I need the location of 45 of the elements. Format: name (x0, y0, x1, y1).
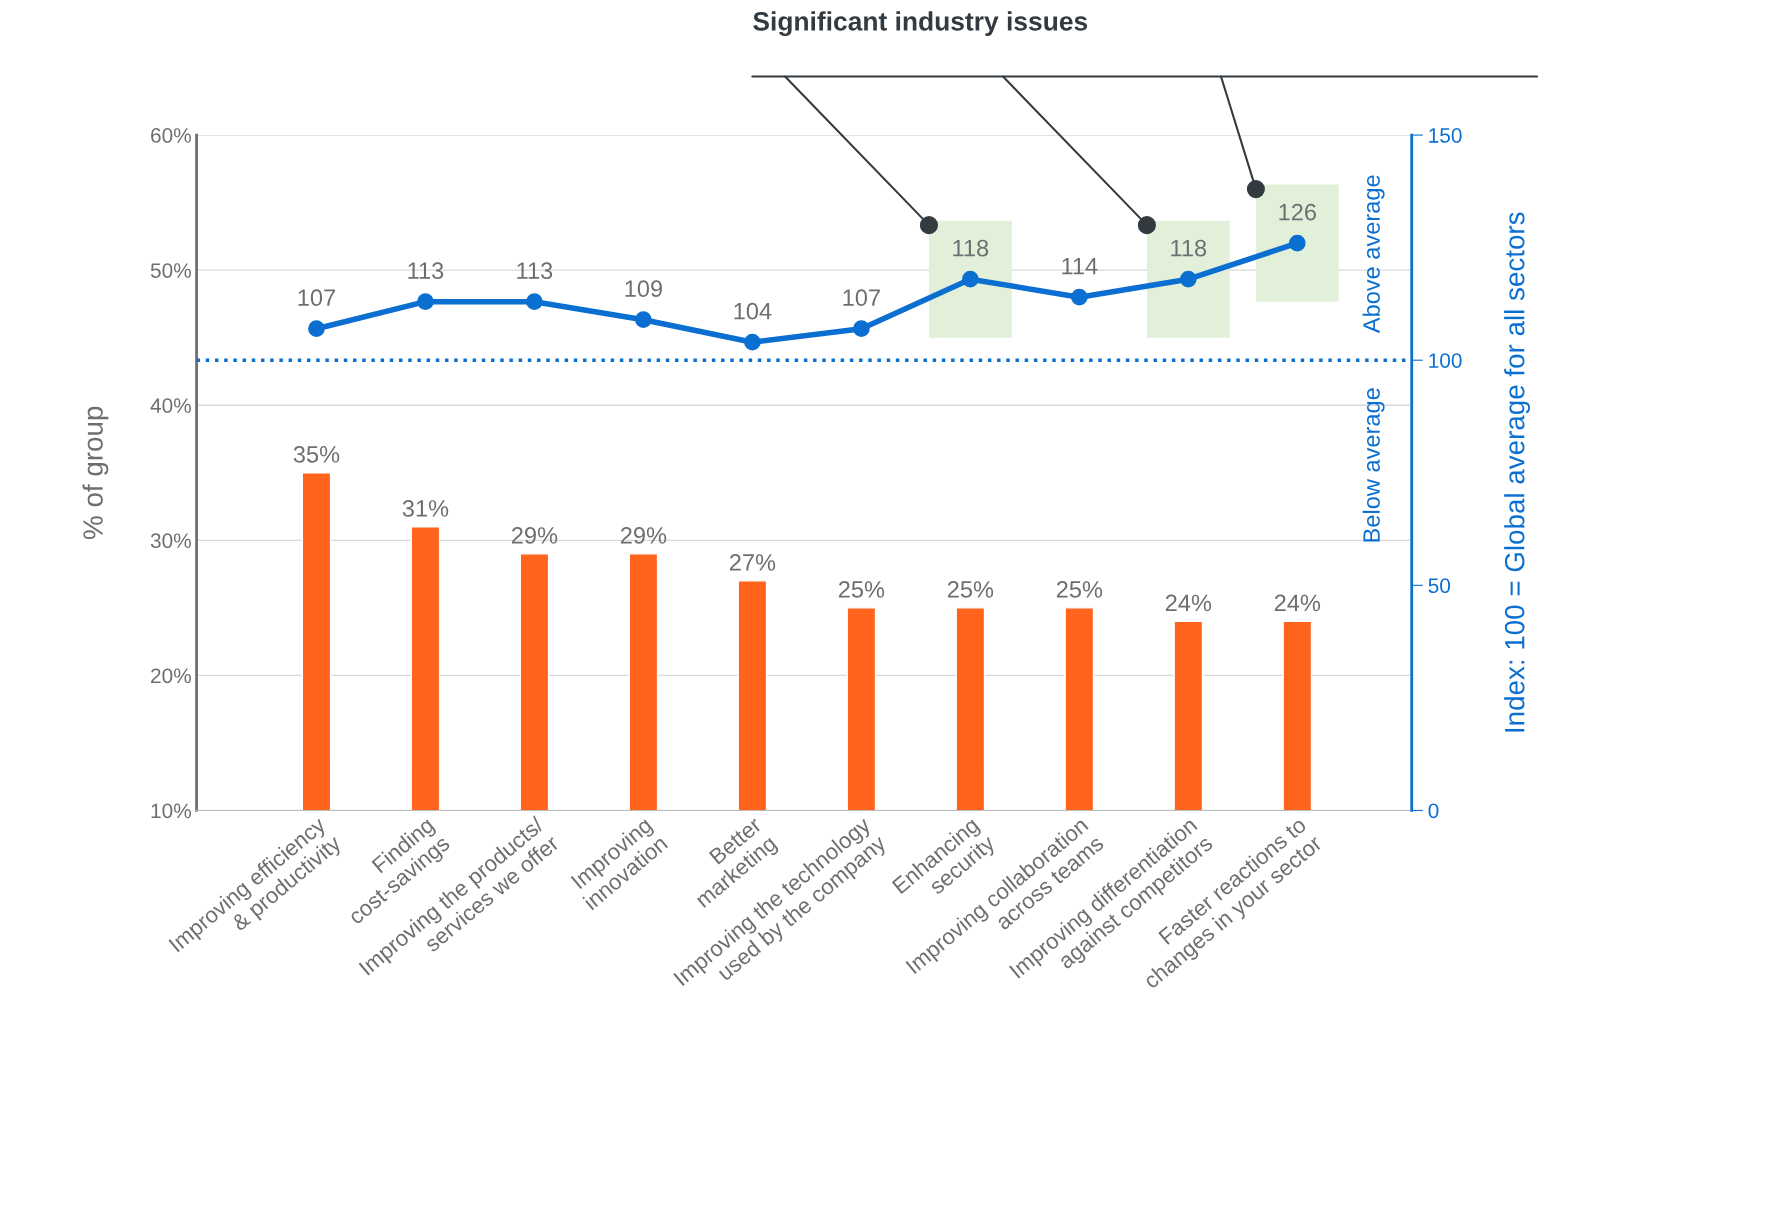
data-label: 118 (953, 239, 989, 257)
y-tick-label: 20% (151, 668, 191, 684)
data-label: 118 (1171, 239, 1207, 257)
y-tick-label: 40% (150, 398, 191, 413)
y-tick-label: 10% (151, 803, 191, 819)
point (962, 270, 979, 288)
data-label: 114 (1062, 258, 1098, 275)
data-label: 29% (620, 527, 667, 544)
point (417, 293, 434, 311)
annotation: Below average (1362, 388, 1385, 542)
y2-tick-label: 50 (1428, 578, 1451, 594)
point (1179, 270, 1197, 288)
data-label: 109 (625, 280, 662, 298)
y2-axis-title: Index: 100 = Global average for all sectors (1504, 212, 1531, 732)
point (853, 320, 870, 338)
y2-tick-label: 150 (1429, 128, 1462, 143)
annotation: Above average (1362, 175, 1385, 334)
point (526, 293, 543, 311)
y-tick-label: 50% (150, 263, 191, 278)
data-label: 25% (1056, 581, 1103, 598)
data-label: 25% (838, 581, 885, 598)
text: Significant industry issues (753, 11, 1088, 37)
data-label: 35% (293, 445, 340, 463)
data-label: 25% (947, 581, 994, 598)
y2-tick-label: 0 (1428, 803, 1439, 819)
y-axis-title: % of group (82, 406, 109, 539)
data-label: 24% (1274, 594, 1321, 612)
data-label: 27% (729, 554, 776, 571)
data-label: 113 (408, 262, 444, 279)
y2-tick-label: 100 (1429, 353, 1462, 368)
data-label: 107 (298, 289, 335, 307)
data-label: 113 (517, 262, 553, 279)
data-label: 107 (843, 289, 880, 307)
data-label: 29% (511, 527, 558, 544)
point (1288, 234, 1306, 252)
point (744, 333, 761, 351)
point (635, 311, 652, 329)
data-label: 24% (1165, 594, 1212, 612)
point (1070, 288, 1088, 306)
point (308, 320, 325, 338)
data-label: 31% (402, 500, 449, 517)
data-label: 126 (1279, 203, 1316, 221)
data-label: 104 (734, 302, 772, 320)
y-tick-label: 30% (150, 533, 191, 549)
y-tick-label: 60% (151, 128, 191, 143)
